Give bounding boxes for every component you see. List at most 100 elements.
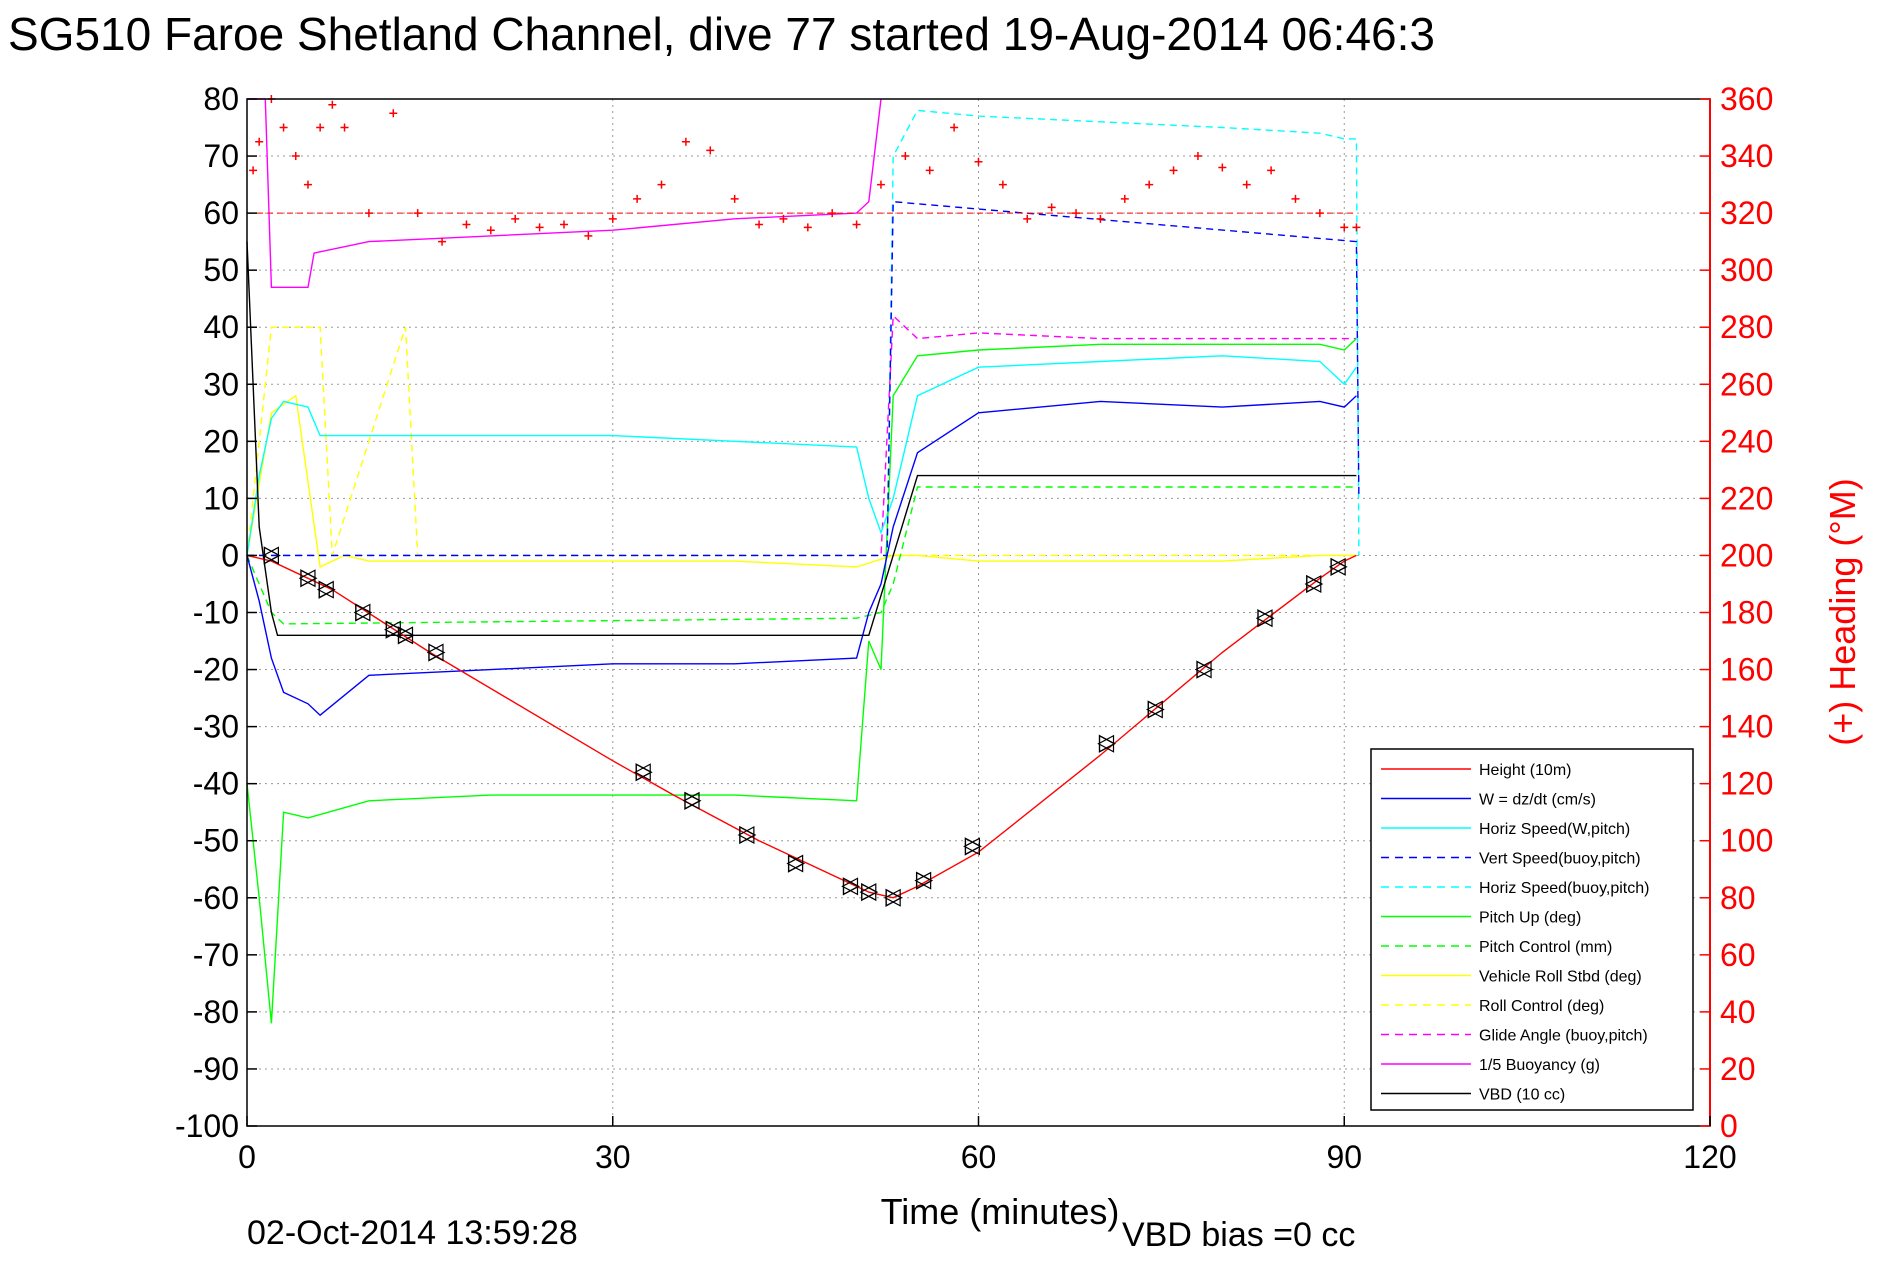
legend-label-7: Vehicle Roll Stbd (deg) xyxy=(1479,969,1642,986)
marker-left-triangle xyxy=(262,546,279,565)
right-axis-label: (+) Heading (°M) xyxy=(1822,478,1863,745)
marker-left-triangle xyxy=(1304,574,1322,593)
heading-point xyxy=(608,214,617,223)
left-axis: 80 70 60 50 40 30 20 10 0 -10 -20 -30 -40 -50 -60 -70 -8… xyxy=(175,81,257,1144)
left-tick-label: 60 xyxy=(203,195,239,231)
heading-point xyxy=(340,123,349,132)
marker-left-triangle xyxy=(682,791,700,810)
marker-left-triangle xyxy=(963,837,981,856)
marker-left-triangle xyxy=(384,620,401,639)
heading-point xyxy=(486,226,495,235)
marker-left-triangle xyxy=(298,569,316,588)
heading-point xyxy=(462,220,471,229)
right-tick-label: 240 xyxy=(1720,423,1773,459)
heading-point xyxy=(901,152,910,161)
heading-point xyxy=(584,231,593,240)
marker-left-triangle xyxy=(396,626,414,645)
heading-point xyxy=(1145,180,1154,189)
heading-point xyxy=(328,100,337,109)
right-tick-label: 100 xyxy=(1720,823,1773,859)
right-tick-label: 0 xyxy=(1720,1108,1738,1144)
series-line-3 xyxy=(247,200,1360,557)
heading-point xyxy=(852,220,861,229)
series-line-2 xyxy=(246,355,1357,556)
right-tick-label: 180 xyxy=(1720,595,1773,631)
left-tick-label: -10 xyxy=(193,595,239,631)
heading-point xyxy=(1267,166,1276,175)
x-axis-label: Time (minutes) xyxy=(881,1191,1120,1232)
right-tick-label: 300 xyxy=(1720,252,1773,288)
legend-label-6: Pitch Control (mm) xyxy=(1479,939,1612,956)
marker-left-triangle xyxy=(883,888,901,907)
left-tick-label: -80 xyxy=(193,994,239,1030)
legend-label-0: Height (10m) xyxy=(1479,762,1571,779)
triangle-markers xyxy=(262,546,1348,907)
left-tick-label: 0 xyxy=(221,537,239,573)
right-axis: 3603403203002802602402202001801601401201… xyxy=(1700,81,1773,1144)
marker-left-triangle xyxy=(1328,557,1346,576)
legend-label-2: Horiz Speed(W,pitch) xyxy=(1479,821,1630,838)
chart-title: SG510 Faroe Shetland Channel, dive 77 st… xyxy=(8,8,1435,60)
heading-point xyxy=(950,123,959,132)
marker-left-triangle xyxy=(841,877,859,896)
heading-point xyxy=(316,123,325,132)
heading-point xyxy=(657,180,666,189)
legend-label-11: VBD (10 cc) xyxy=(1479,1087,1565,1104)
right-tick-label: 320 xyxy=(1720,195,1773,231)
heading-point xyxy=(1023,214,1032,223)
left-tick-label: 20 xyxy=(203,423,239,459)
heading-point xyxy=(755,220,764,229)
bottom-axis: 0 30 60 90 120 xyxy=(238,1116,1737,1175)
right-tick-label: 80 xyxy=(1720,880,1756,916)
heading-point xyxy=(1242,180,1251,189)
footer-timestamp: 02-Oct-2014 13:59:28 xyxy=(247,1214,578,1252)
heading-point xyxy=(1291,194,1300,203)
heading-point xyxy=(779,214,788,223)
right-tick-label: 40 xyxy=(1720,994,1756,1030)
series-line-5 xyxy=(246,338,1357,1024)
legend-box xyxy=(1370,748,1694,1111)
marker-left-triangle xyxy=(737,826,755,845)
heading-point xyxy=(438,237,447,246)
heading-point xyxy=(706,146,715,155)
marker-left-triangle xyxy=(1097,734,1115,753)
heading-point xyxy=(535,223,544,232)
heading-point xyxy=(1193,152,1202,161)
heading-point xyxy=(255,137,264,146)
left-tick-label: 10 xyxy=(203,480,239,516)
legend-label-1: W = dz/dt (cm/s) xyxy=(1479,792,1596,809)
heading-point xyxy=(998,180,1007,189)
bottom-tick-label: 120 xyxy=(1683,1139,1736,1175)
left-tick-label: 30 xyxy=(203,366,239,402)
marker-left-triangle xyxy=(914,871,932,890)
series-line-7 xyxy=(246,394,1357,568)
left-tick-label: -50 xyxy=(193,823,239,859)
left-tick-label: 70 xyxy=(203,138,239,174)
heading-point xyxy=(511,214,520,223)
right-tick-label: 200 xyxy=(1720,537,1773,573)
heading-point xyxy=(1096,214,1105,223)
bottom-tick-label: 60 xyxy=(961,1139,997,1175)
bottom-tick-label: 90 xyxy=(1326,1139,1362,1175)
right-tick-label: 360 xyxy=(1720,81,1773,117)
heading-point xyxy=(803,223,812,232)
left-tick-label: -90 xyxy=(193,1051,239,1087)
left-tick-label: 80 xyxy=(203,81,239,117)
heading-point xyxy=(681,137,690,146)
right-tick-label: 160 xyxy=(1720,652,1773,688)
heading-point xyxy=(1047,203,1056,212)
right-tick-label: 140 xyxy=(1720,709,1773,745)
heading-point xyxy=(876,180,885,189)
right-tick-label: 120 xyxy=(1720,766,1773,802)
heading-point xyxy=(1218,163,1227,172)
right-tick-label: 220 xyxy=(1720,480,1773,516)
legend: Height (10m) W = dz/dt (cm/s) Horiz Speed(… xyxy=(1370,748,1694,1111)
right-tick-label: 340 xyxy=(1720,138,1773,174)
heading-point xyxy=(291,152,300,161)
marker-left-triangle xyxy=(353,603,371,622)
series-line-10 xyxy=(247,98,882,288)
left-tick-label: 40 xyxy=(203,309,239,345)
heading-point xyxy=(303,180,312,189)
marker-left-triangle xyxy=(426,643,444,662)
